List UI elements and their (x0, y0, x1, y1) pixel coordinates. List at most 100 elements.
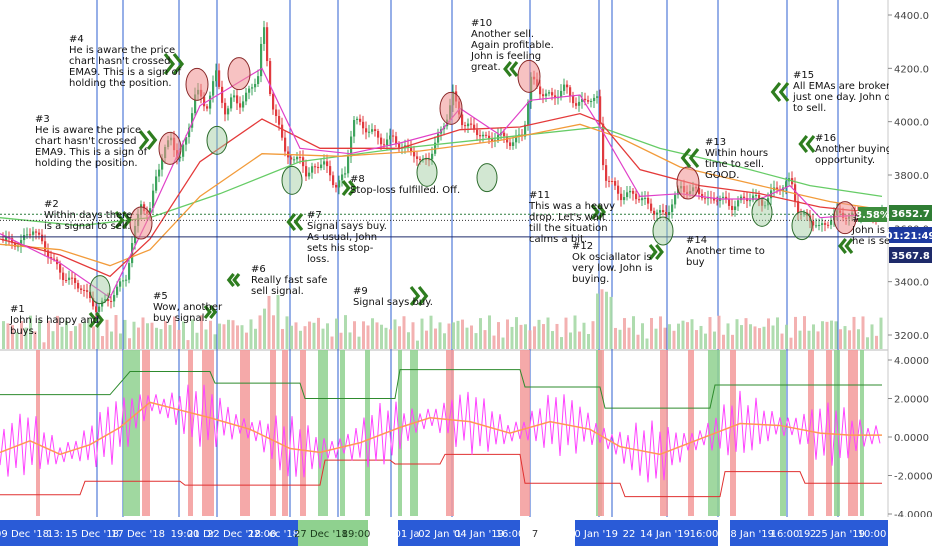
chevron-arrow-icon (286, 213, 297, 231)
annotation-12: #12 Ok osciallator is very low. John is buy… (572, 241, 653, 285)
annotation-line: chart hasn't crossed (69, 56, 170, 67)
candle-body (734, 206, 737, 210)
candle-body (653, 210, 656, 215)
volume-bar (861, 316, 865, 349)
osc-tick-label: 2.0000 (894, 395, 929, 406)
annotation-line: Another buying (815, 144, 892, 155)
annotation-line: loss. (307, 254, 330, 265)
volume-bar (776, 317, 779, 349)
volume-bar (564, 317, 568, 349)
annotation-line: #5 (153, 291, 168, 302)
time-tick-label: 17 Dec '18 (111, 529, 165, 540)
volume-bar (542, 324, 545, 349)
candle-body (65, 280, 68, 282)
volume-bar (641, 323, 644, 349)
osc-tick-label: 4.0000 (894, 356, 929, 367)
annotation-line: buying. (572, 274, 609, 285)
chevron-arrow-icon (163, 53, 176, 75)
candle-body (473, 124, 476, 130)
candle-body (425, 158, 428, 160)
chevron-arrow-icon (209, 305, 218, 319)
countdown-badge: 01:21:49 (886, 231, 932, 242)
volume-bar (596, 293, 599, 349)
candle-body (92, 297, 95, 307)
candle-body (398, 143, 401, 148)
chevron-arrow-icon (226, 273, 235, 287)
candle-body (794, 184, 797, 201)
volume-bar (848, 330, 851, 349)
candle-body (821, 223, 824, 225)
volume-bar (78, 323, 82, 349)
price-badges: 3.58% 3652.7 01:21:49 3567.8 (855, 205, 932, 263)
chevron-arrow-icon (590, 204, 600, 220)
volume-bar (141, 317, 145, 349)
candle-body (386, 139, 389, 146)
annotation-11: #11 This was a heavy drop. Let's wait till … (528, 190, 615, 245)
volume-bar (857, 329, 860, 349)
chevron-arrow-icon (838, 238, 847, 254)
candle-body (296, 157, 299, 160)
annotation-line: Again profitable. (471, 40, 554, 51)
candle-body (353, 120, 356, 137)
volume-bar (6, 323, 10, 349)
ema-fast-line (0, 67, 883, 299)
time-tick-label: 10:00 (858, 529, 887, 540)
volume-bar (65, 320, 68, 349)
candle-body (503, 132, 506, 137)
osc-sell-zone (188, 350, 193, 516)
osc-buy-zone (398, 350, 402, 516)
candle-body (206, 106, 209, 109)
volume-bar (492, 335, 496, 349)
volume-bar (713, 331, 716, 349)
chevron-arrow-icon (648, 244, 658, 260)
volume-bar (627, 327, 631, 349)
time-tick-label: 04 Jan '19 (454, 529, 504, 540)
candle-body (431, 153, 434, 160)
annotation-line: holding the position. (69, 78, 172, 89)
volume-bar (555, 323, 559, 349)
time-tick-label: 16:00 (690, 529, 719, 540)
time-tick-label: ec '18 (269, 529, 299, 540)
candle-body (242, 101, 245, 108)
candle-body (581, 98, 584, 102)
candle-body (731, 205, 734, 210)
candle-body (797, 200, 800, 214)
volume-bar (852, 316, 856, 349)
annotation-line: Signal says buy. (353, 297, 433, 308)
chevron-arrow-icon (203, 305, 212, 319)
candle-body (11, 238, 14, 243)
candle-body (284, 137, 287, 152)
volume-bar (308, 321, 311, 349)
time-tick-label: 25 Jan '19 (815, 529, 865, 540)
last-price-badge-bg (889, 205, 932, 221)
chevron-arrow-icon (146, 130, 158, 150)
volume-bar (227, 319, 230, 349)
chevron-arrow-icon (88, 312, 98, 328)
candle-body (224, 102, 227, 115)
candle-body (389, 135, 392, 140)
candle-body (275, 109, 278, 117)
volume-bar (717, 315, 721, 349)
candle-body (317, 166, 320, 169)
candle-body (29, 234, 32, 236)
buy-signal-circle (476, 163, 498, 193)
osc-signal-line (0, 401, 882, 456)
chevron-arrow-icon (138, 130, 150, 150)
volume-bar (825, 321, 829, 349)
time-tick-label: 2 (810, 529, 816, 540)
chevron-arrow-icon (688, 148, 700, 168)
annotation-2: #2 Within days there is a signal to sell. (44, 199, 132, 232)
annotation-14: #14 Another time to buy (686, 235, 765, 268)
candle-body (179, 156, 182, 159)
sell-signal-circle (833, 201, 857, 235)
osc-buy-zone (834, 350, 840, 516)
annotation-line: opportunity. (815, 155, 875, 166)
volume-bar (119, 333, 122, 349)
candle-body (236, 95, 239, 104)
annotation-line: very low. John is (572, 263, 653, 274)
volume-bar (249, 319, 253, 349)
volume-bar (371, 318, 374, 349)
volume-bar (780, 333, 784, 349)
